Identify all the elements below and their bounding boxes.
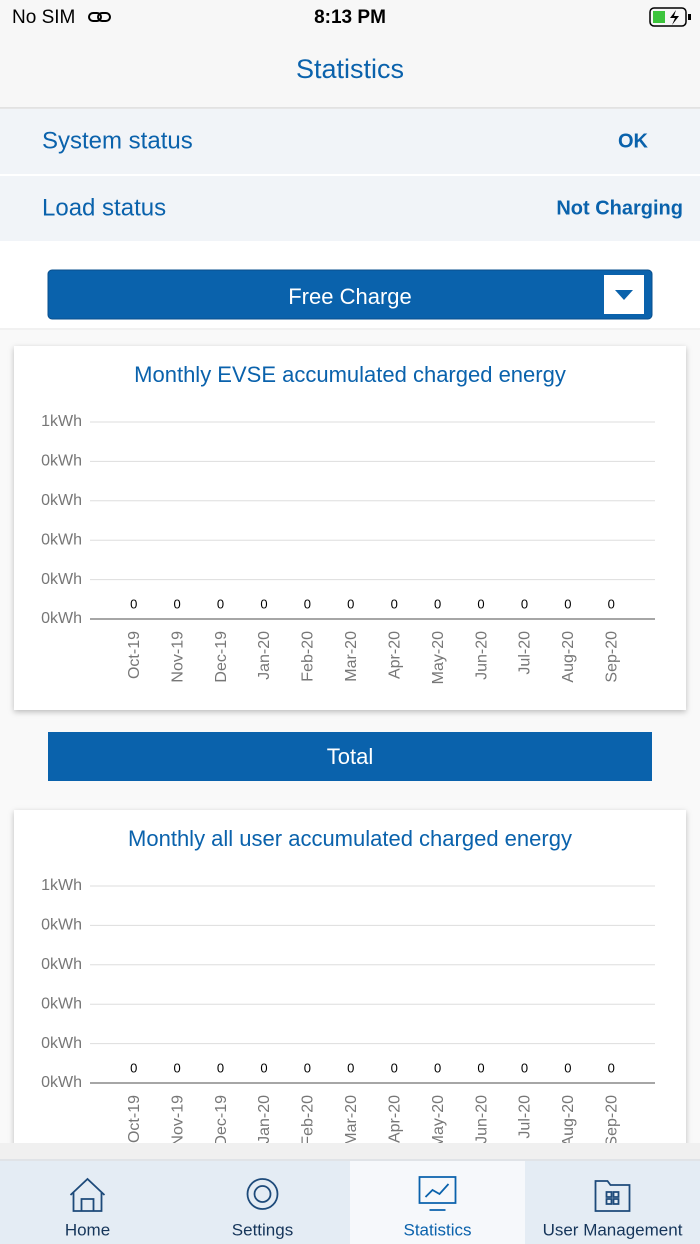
status-label: System status [42,127,193,154]
y-tick-label: 0kWh [41,1074,82,1091]
value-label: 0 [174,596,181,611]
value-label: 0 [434,1060,441,1075]
x-tick-label: Sep-20 [604,631,621,683]
tab-icon[interactable] [418,1176,457,1211]
value-label: 0 [564,596,571,611]
y-tick-label: 0kWh [41,531,82,548]
tab-label[interactable]: Settings [232,1220,293,1239]
status-value: OK [618,130,649,152]
value-label: 0 [477,1060,484,1075]
x-tick-label: Nov-19 [169,631,186,683]
x-tick-label: Jan-20 [256,1095,273,1144]
x-tick-label: Mar-20 [343,631,360,682]
y-tick-label: 0kWh [41,571,82,588]
value-label: 0 [347,1060,354,1075]
value-label: 0 [304,1060,311,1075]
x-tick-label: Jan-20 [256,631,273,680]
x-tick-label: Mar-20 [343,1095,360,1146]
value-label: 0 [564,1060,571,1075]
dropdown-text[interactable]: Free Charge [288,284,412,309]
x-tick-label: Dec-19 [213,1095,230,1147]
chart-card [14,346,686,710]
x-tick-label: Aug-20 [560,1095,577,1147]
total-button[interactable] [48,732,652,781]
carrier: No SIM [12,7,75,28]
dropdown-box[interactable] [47,269,653,320]
x-tick-label: Sep-20 [604,1095,621,1147]
value-label: 0 [391,1060,398,1075]
y-tick-label: 0kWh [41,995,82,1012]
total-button-text[interactable]: Total [327,744,373,769]
y-tick-label: 0kWh [41,492,82,509]
value-label: 0 [347,596,354,611]
tab[interactable] [0,1161,175,1244]
tab-label[interactable]: User Management [543,1220,683,1239]
value-label: 0 [260,1060,267,1075]
row-bg [0,176,700,241]
link-icon [88,12,111,22]
value-label: 0 [174,1060,181,1075]
tab-icon[interactable] [69,1177,106,1212]
header-bg [0,0,700,108]
x-tick-label: Dec-19 [213,631,230,683]
y-tick-label: 1kWh [41,877,82,894]
x-tick-label: Jun-20 [473,631,490,680]
value-label: 0 [434,596,441,611]
tab-label[interactable]: Statistics [403,1220,471,1239]
x-tick-label: Jun-20 [473,1095,490,1144]
x-tick-label: Aug-20 [560,631,577,683]
y-tick-label: 0kWh [41,1035,82,1052]
value-label: 0 [521,1060,528,1075]
x-tick-label: May-20 [430,1095,447,1148]
x-tick-label: Apr-20 [386,631,403,679]
x-tick-label: Nov-19 [169,1095,186,1147]
value-label: 0 [260,596,267,611]
tab-icon[interactable] [246,1178,279,1210]
tab-icon[interactable] [594,1180,631,1212]
value-label: 0 [391,596,398,611]
y-tick-label: 0kWh [41,453,82,470]
tab[interactable] [525,1161,700,1244]
x-tick-label: Apr-20 [386,1095,403,1143]
y-tick-label: 0kWh [41,917,82,934]
status-value: Not Charging [556,197,683,219]
row-bg [0,109,700,174]
x-tick-label: Oct-19 [126,1095,143,1143]
x-tick-label: Feb-20 [300,631,317,682]
value-label: 0 [521,596,528,611]
y-tick-label: 0kWh [41,610,82,627]
chart-title: Monthly all user accumulated charged ene… [128,826,572,851]
x-tick-label: Oct-19 [126,631,143,679]
value-label: 0 [217,1060,224,1075]
value-label: 0 [130,596,137,611]
x-tick-label: Feb-20 [300,1095,317,1146]
chart-title: Monthly EVSE accumulated charged energy [134,362,566,387]
nav-title: Statistics [296,54,404,84]
tab-label[interactable]: Home [65,1220,110,1239]
y-tick-label: 1kWh [41,413,82,430]
x-tick-label: Jul-20 [517,631,534,675]
value-label: 0 [608,596,615,611]
dropdown-arrow[interactable] [615,290,633,300]
x-tick-label: Jul-20 [517,1095,534,1139]
y-tick-label: 0kWh [41,956,82,973]
chart-card [14,810,686,1174]
value-label: 0 [477,596,484,611]
charts: Monthly EVSE accumulated charged energy 0… [14,346,686,1174]
value-label: 0 [608,1060,615,1075]
clock: 8:13 PM [314,7,386,28]
x-tick-label: May-20 [430,631,447,684]
value-label: 0 [304,596,311,611]
tab-bar: Home Settings Statistics User Management [0,1143,700,1244]
value-label: 0 [130,1060,137,1075]
status-label: Load status [42,194,166,221]
dropdown[interactable]: Free Charge [47,269,653,320]
battery [649,7,691,27]
value-label: 0 [217,596,224,611]
